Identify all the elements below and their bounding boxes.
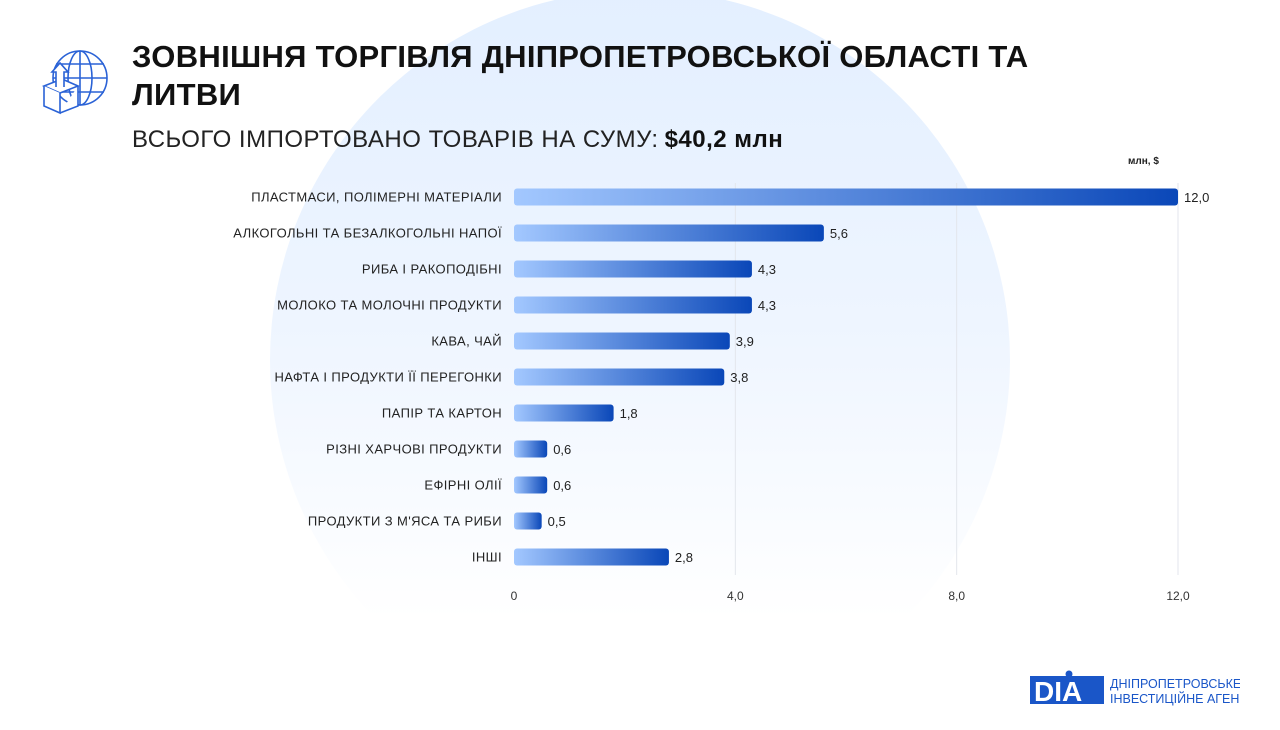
subtitle-label: ВСЬОГО ІМПОРТОВАНО ТОВАРІВ НА СУМУ: bbox=[132, 126, 659, 153]
bar bbox=[514, 476, 548, 494]
value-label: 3,8 bbox=[730, 370, 748, 385]
bar bbox=[514, 224, 824, 242]
value-label: 1,8 bbox=[620, 406, 638, 421]
x-tick-label: 4,0 bbox=[727, 589, 744, 603]
globe-box-export-icon bbox=[40, 44, 110, 121]
category-label: ЕФІРНІ ОЛІЇ bbox=[424, 478, 502, 493]
bar bbox=[514, 548, 669, 566]
x-tick-label: 0 bbox=[511, 589, 518, 603]
category-label: КАВА, ЧАЙ bbox=[431, 334, 502, 349]
category-label: МОЛОКО ТА МОЛОЧНІ ПРОДУКТИ bbox=[277, 298, 502, 313]
category-label: НАФТА І ПРОДУКТИ ЇЇ ПЕРЕГОНКИ bbox=[274, 370, 502, 385]
page-title: ЗОВНІШНЯ ТОРГІВЛЯ ДНІПРОПЕТРОВСЬКОЇ ОБЛА… bbox=[132, 39, 1029, 112]
category-label: АЛКОГОЛЬНІ ТА БЕЗАЛКОГОЛЬНІ НАПОЇ bbox=[233, 226, 502, 241]
category-label: РІЗНІ ХАРЧОВІ ПРОДУКТИ bbox=[326, 442, 502, 457]
bar bbox=[514, 440, 548, 458]
value-label: 12,0 bbox=[1184, 190, 1209, 205]
bar bbox=[514, 404, 614, 422]
total-value: $40,2 млн bbox=[664, 126, 784, 153]
org-name-line2: ІНВЕСТИЦІЙНЕ АГЕНСТВО bbox=[1110, 691, 1240, 706]
bar bbox=[514, 368, 725, 386]
x-tick-label: 8,0 bbox=[948, 589, 965, 603]
dia-logo: DIA ДНІПРОПЕТРОВСЬКЕ ІНВЕСТИЦІЙНЕ АГЕНСТ… bbox=[1030, 670, 1274, 715]
bar bbox=[514, 296, 752, 314]
category-label: ПРОДУКТИ З М'ЯСА ТА РИБИ bbox=[308, 514, 502, 529]
bar bbox=[514, 332, 730, 350]
subtitle: ВСЬОГО ІМПОРТОВАНО ТОВАРІВ НА СУМУ: $40,2… bbox=[132, 126, 783, 154]
org-name-line1: ДНІПРОПЕТРОВСЬКЕ bbox=[1110, 677, 1240, 691]
bar bbox=[514, 512, 542, 530]
category-label: ПАПІР ТА КАРТОН bbox=[382, 406, 502, 421]
background-circle bbox=[270, 0, 1010, 730]
x-tick-label: 12,0 bbox=[1166, 589, 1190, 603]
category-label: РИБА І РАКОПОДІБНІ bbox=[362, 262, 502, 277]
value-label: 4,3 bbox=[758, 298, 776, 313]
svg-text:DIA: DIA bbox=[1034, 676, 1082, 707]
value-label: 3,9 bbox=[736, 334, 754, 349]
value-label: 0,6 bbox=[553, 442, 571, 457]
bar bbox=[514, 188, 1178, 206]
unit-label: млн, $ bbox=[1128, 156, 1159, 167]
value-label: 4,3 bbox=[758, 262, 776, 277]
category-label: ПЛАСТМАСИ, ПОЛІМЕРНІ МАТЕРІАЛИ bbox=[251, 190, 502, 205]
category-label: ІНШІ bbox=[472, 550, 502, 565]
value-label: 2,8 bbox=[675, 550, 693, 565]
value-label: 5,6 bbox=[830, 226, 848, 241]
value-label: 0,6 bbox=[553, 478, 571, 493]
bar bbox=[514, 260, 752, 278]
value-label: 0,5 bbox=[548, 514, 566, 529]
